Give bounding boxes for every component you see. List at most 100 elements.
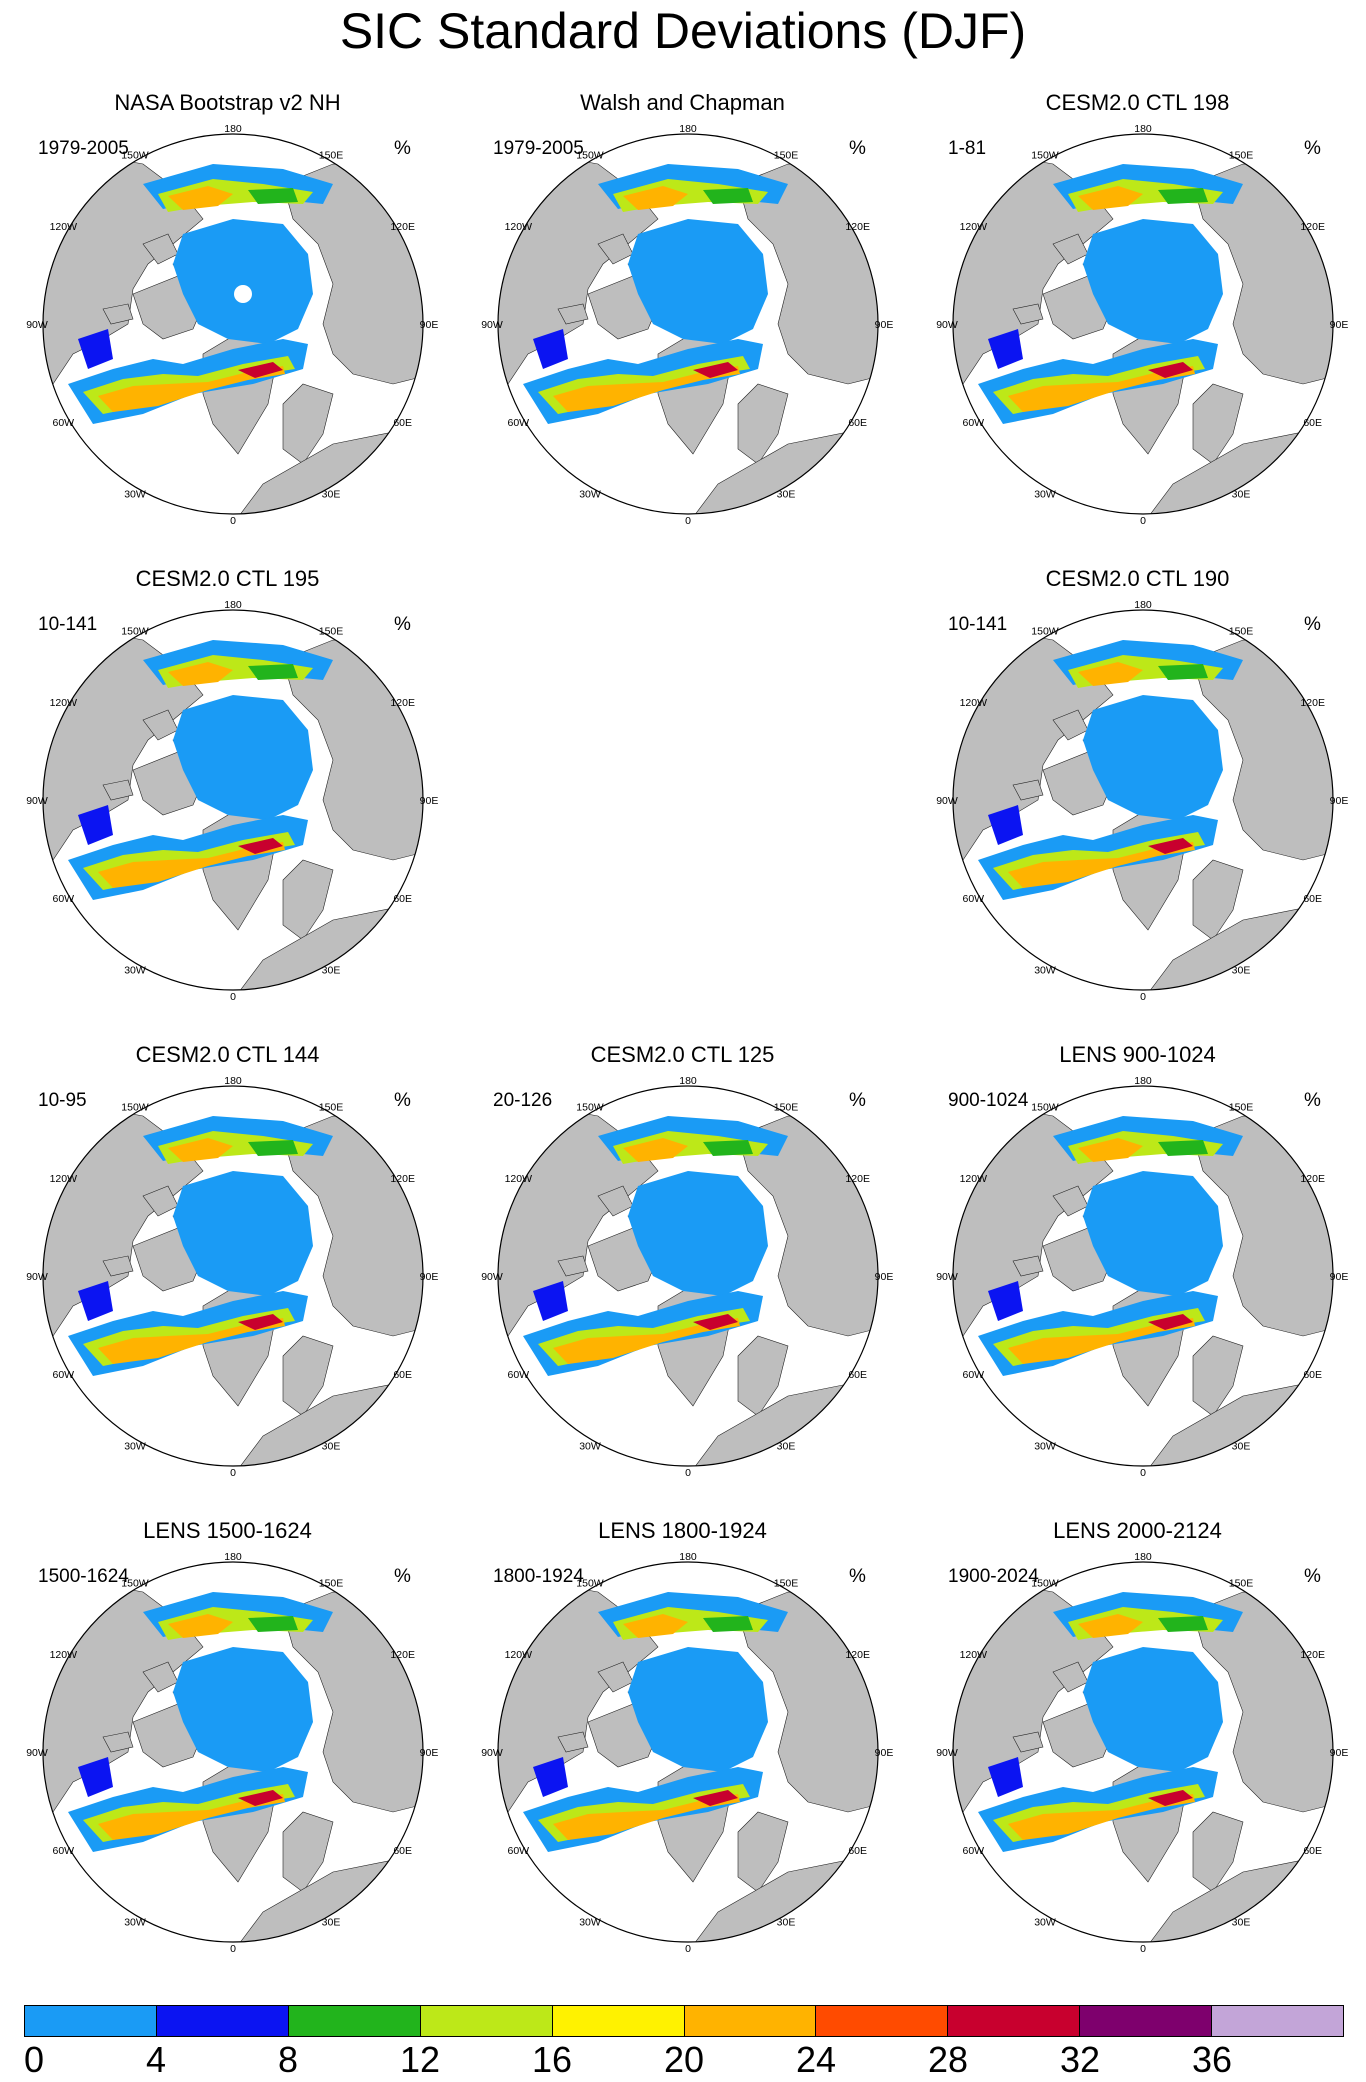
longitude-label: 150W bbox=[576, 1577, 604, 1589]
map-boundary bbox=[952, 1085, 1334, 1467]
colorbar-tick-label: 4 bbox=[145, 2039, 167, 2080]
longitude-label: 120W bbox=[50, 1649, 78, 1661]
longitude-label: 90E bbox=[1330, 1271, 1349, 1283]
polar-stereographic-map: 180 150E 120E 90E 60E 30E 0 30W 60W 90W 120W 150W bbox=[481, 1075, 893, 1479]
pacific-marginal-ice-zone bbox=[248, 664, 298, 680]
longitude-label: 150E bbox=[319, 149, 344, 161]
map-panel: Walsh and Chapman 1979-2005% 180 150E 120E 90… bbox=[455, 0, 910, 527]
land-mass bbox=[282, 1811, 334, 1893]
map-field bbox=[953, 610, 1333, 990]
hudson-bay-ice bbox=[988, 1757, 1023, 1797]
atlantic-marginal-ice-zone bbox=[693, 1790, 738, 1806]
polar-stereographic-map: 180 150E 120E 90E 60E 30E 0 30W 60W 90W 120W 150W bbox=[936, 123, 1348, 527]
longitude-label: 60E bbox=[1303, 1369, 1322, 1381]
map-panel: CESM2.0 CTL 195 10-141% 180 150E 120E 90E 60E 3… bbox=[0, 476, 455, 1003]
longitude-label: 90E bbox=[420, 1271, 439, 1283]
longitude-label: 30W bbox=[1034, 965, 1056, 977]
map-boundary bbox=[497, 133, 879, 515]
longitude-label: 0 bbox=[230, 1943, 236, 1955]
panel-title: LENS 1800-1924 bbox=[598, 1518, 767, 1543]
atlantic-marginal-ice-zone bbox=[1008, 842, 1195, 888]
map-field bbox=[498, 1086, 878, 1466]
colorbar-tick-label: 36 bbox=[1191, 2039, 1233, 2080]
longitude-label: 120W bbox=[960, 1173, 988, 1185]
longitude-label: 30E bbox=[1232, 965, 1251, 977]
panel-title: CESM2.0 CTL 195 bbox=[135, 566, 320, 591]
colorbar-tick-label: 8 bbox=[277, 2039, 299, 2080]
colorbar-bin bbox=[1212, 2006, 1344, 2036]
land-mass bbox=[737, 1335, 789, 1417]
pacific-marginal-ice-zone bbox=[623, 1614, 688, 1638]
longitude-label: 150W bbox=[1031, 1101, 1059, 1113]
atlantic-marginal-ice-zone bbox=[1148, 1790, 1193, 1806]
pacific-marginal-ice-zone bbox=[168, 662, 233, 686]
pacific-marginal-ice-zone bbox=[623, 186, 688, 210]
longitude-label: 180 bbox=[1134, 599, 1152, 611]
panel-unit: % bbox=[394, 1090, 411, 1111]
arctic-ice-low-variability bbox=[173, 219, 313, 344]
longitude-label: 120W bbox=[50, 1173, 78, 1185]
arctic-ice-low-variability bbox=[173, 1171, 313, 1296]
colorbar-bin bbox=[816, 2006, 949, 2036]
panel-period: 1900-2024 bbox=[948, 1566, 1039, 1587]
longitude-label: 30E bbox=[777, 1917, 796, 1929]
panel-title: NASA Bootstrap v2 NH bbox=[114, 90, 341, 115]
longitude-label: 180 bbox=[1134, 1075, 1152, 1087]
map-boundary bbox=[497, 1085, 879, 1467]
longitude-label: 150W bbox=[576, 1101, 604, 1113]
atlantic-marginal-ice-zone bbox=[238, 1314, 283, 1330]
hudson-bay-ice bbox=[78, 805, 113, 845]
land-mass bbox=[557, 303, 589, 325]
land-mass bbox=[1012, 1255, 1044, 1277]
panel-title: LENS 900-1024 bbox=[1059, 1042, 1216, 1067]
colorbar bbox=[24, 2005, 1344, 2037]
map-field bbox=[43, 610, 423, 990]
longitude-label: 150E bbox=[1229, 1101, 1254, 1113]
hudson-bay-ice bbox=[533, 1281, 568, 1321]
land-mass bbox=[102, 303, 134, 325]
longitude-label: 60W bbox=[963, 1845, 985, 1857]
pacific-marginal-ice-zone bbox=[248, 1616, 298, 1632]
map-field bbox=[953, 1562, 1333, 1942]
longitude-label: 60E bbox=[1303, 893, 1322, 905]
hudson-bay-ice bbox=[533, 329, 568, 369]
panel-unit: % bbox=[849, 1090, 866, 1111]
pacific-marginal-ice-zone bbox=[1158, 1616, 1208, 1632]
longitude-label: 0 bbox=[230, 515, 236, 527]
panel-unit: % bbox=[849, 138, 866, 159]
map-panel: CESM2.0 CTL 190 10-141% 180 150E 120E 90E 60E 3… bbox=[910, 476, 1365, 1003]
longitude-label: 30W bbox=[1034, 1441, 1056, 1453]
land-mass bbox=[282, 383, 334, 465]
map-field bbox=[43, 134, 423, 514]
map-boundary bbox=[42, 609, 424, 991]
longitude-label: 150E bbox=[1229, 1577, 1254, 1589]
land-mass bbox=[557, 1255, 589, 1277]
longitude-label: 180 bbox=[679, 1075, 697, 1087]
longitude-label: 120E bbox=[390, 1649, 415, 1661]
atlantic-marginal-ice-zone bbox=[693, 362, 738, 378]
land-mass bbox=[1192, 383, 1244, 465]
longitude-label: 120E bbox=[1300, 221, 1325, 233]
longitude-label: 120W bbox=[505, 1649, 533, 1661]
longitude-label: 60E bbox=[848, 1845, 867, 1857]
longitude-label: 120E bbox=[845, 1173, 870, 1185]
land-mass bbox=[102, 779, 134, 801]
colorbar-tick-label: 12 bbox=[399, 2039, 441, 2080]
land-mass bbox=[282, 859, 334, 941]
longitude-label: 120E bbox=[390, 1173, 415, 1185]
panel-unit: % bbox=[849, 1566, 866, 1587]
longitude-label: 90E bbox=[875, 1271, 894, 1283]
longitude-label: 180 bbox=[1134, 1551, 1152, 1563]
map-boundary bbox=[952, 609, 1334, 991]
hudson-bay-ice bbox=[988, 805, 1023, 845]
pacific-marginal-ice-zone bbox=[1158, 188, 1208, 204]
longitude-label: 30W bbox=[1034, 489, 1056, 501]
panel-title: Walsh and Chapman bbox=[580, 90, 785, 115]
panel-unit: % bbox=[1304, 138, 1321, 159]
longitude-label: 150W bbox=[576, 149, 604, 161]
longitude-label: 180 bbox=[224, 123, 242, 135]
longitude-label: 60W bbox=[963, 417, 985, 429]
longitude-label: 150W bbox=[121, 149, 149, 161]
longitude-label: 150E bbox=[319, 1577, 344, 1589]
